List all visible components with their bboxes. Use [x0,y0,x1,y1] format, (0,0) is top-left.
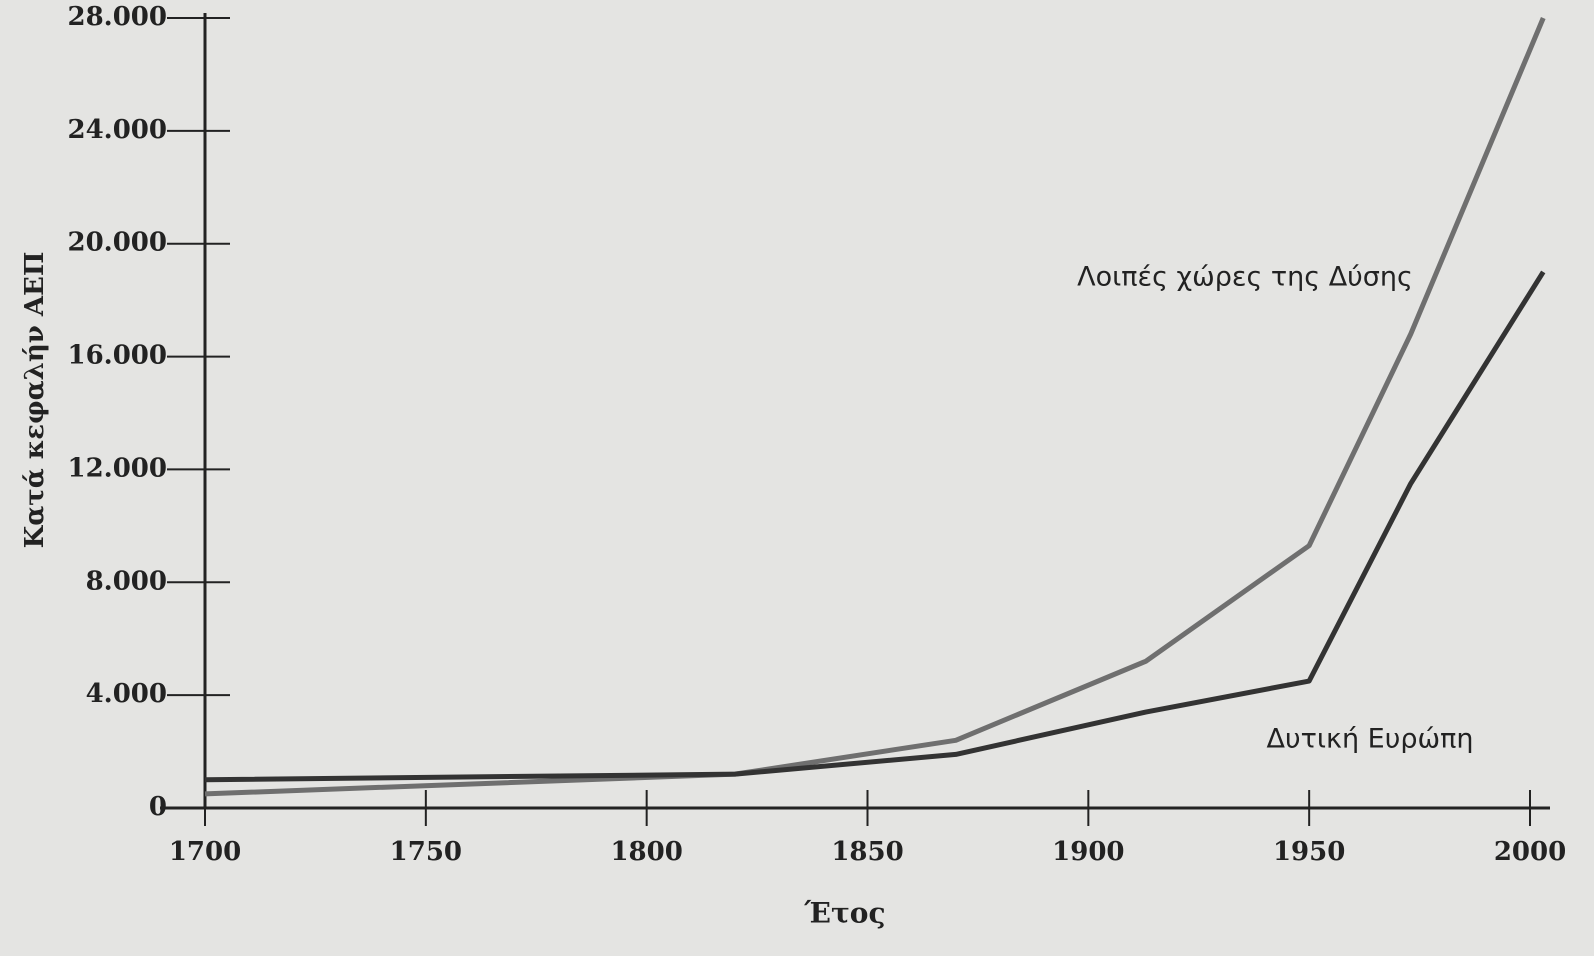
x-tick-label: 1700 [169,837,241,867]
y-tick-label: 16.000 [67,341,167,371]
y-tick-label: 24.000 [67,115,167,145]
series-line [204,270,1546,783]
y-tick-label: 0 [149,792,167,822]
x-tick-label: 1950 [1273,837,1345,867]
y-tick-label: 12.000 [67,453,167,483]
series-label: Λοιπές χώρες της Δύσης [1077,262,1413,293]
y-axis-label: Κατά κεφαλήν ΑΕΠ [20,252,50,549]
x-tick-label: 1900 [1052,837,1124,867]
series-label: Δυτική Ευρώπη [1267,724,1474,755]
x-tick-label: 1850 [831,837,903,867]
x-axis-label: Έτος [803,897,885,930]
y-tick-label: 28.000 [67,2,167,32]
x-tick-label: 1750 [390,837,462,867]
y-tick-label: 4.000 [86,679,167,709]
x-tick-label: 1800 [610,837,682,867]
y-tick-label: 8.000 [86,566,167,596]
x-tick-label: 2000 [1494,837,1566,867]
y-tick-label: 20.000 [67,228,167,258]
